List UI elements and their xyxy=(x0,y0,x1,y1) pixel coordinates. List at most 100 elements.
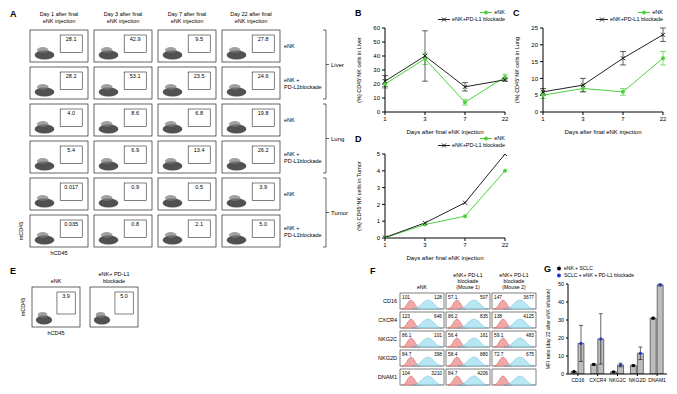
svg-text:DNAM1: DNAM1 xyxy=(648,377,666,383)
svg-text:(%) CD45⁺NK cells in Tumor: (%) CD45⁺NK cells in Tumor xyxy=(356,161,362,230)
svg-text:835: 835 xyxy=(480,314,488,319)
svg-text:5.0: 5.0 xyxy=(120,293,128,299)
svg-text:0.8: 0.8 xyxy=(131,221,139,227)
svg-text:5: 5 xyxy=(377,151,381,157)
svg-text:0: 0 xyxy=(561,371,564,377)
svg-text:24.6: 24.6 xyxy=(258,73,269,79)
svg-text:CXCR4: CXCR4 xyxy=(378,317,397,323)
svg-text:eNK: eNK xyxy=(284,117,295,123)
svg-text:1: 1 xyxy=(377,218,381,224)
svg-text:eNK: eNK xyxy=(417,284,428,290)
svg-text:10: 10 xyxy=(558,353,564,359)
svg-text:4: 4 xyxy=(377,168,381,174)
svg-text:19.8: 19.8 xyxy=(258,110,269,116)
svg-text:20: 20 xyxy=(558,335,564,341)
svg-text:1: 1 xyxy=(541,116,545,122)
svg-text:880: 880 xyxy=(480,352,488,357)
svg-text:123: 123 xyxy=(402,314,410,319)
svg-text:161: 161 xyxy=(480,333,488,338)
svg-text:Days after final eNK injection: Days after final eNK injection xyxy=(564,129,641,135)
svg-text:0: 0 xyxy=(377,109,381,115)
svg-text:10: 10 xyxy=(373,95,380,101)
svg-text:PD-L1blockade: PD-L1blockade xyxy=(284,232,322,238)
svg-text:26.2: 26.2 xyxy=(258,147,269,153)
svg-text:23.5: 23.5 xyxy=(194,73,205,79)
svg-text:56.4: 56.4 xyxy=(448,333,458,338)
svg-text:5.0: 5.0 xyxy=(259,221,267,227)
svg-text:eNK +: eNK + xyxy=(284,77,299,83)
svg-text:8.6: 8.6 xyxy=(131,110,139,116)
svg-text:128: 128 xyxy=(434,295,442,300)
svg-text:60: 60 xyxy=(373,25,380,31)
svg-text:eNK injection: eNK injection xyxy=(235,18,267,24)
svg-text:398: 398 xyxy=(434,352,442,357)
svg-text:675: 675 xyxy=(526,352,534,357)
svg-text:30: 30 xyxy=(558,317,564,323)
svg-text:(%) CD45⁺NK cells in Liver: (%) CD45⁺NK cells in Liver xyxy=(356,37,362,103)
svg-text:40: 40 xyxy=(558,299,564,305)
svg-text:646: 646 xyxy=(434,314,442,319)
svg-text:(%) CD45⁺NK cells in Lung: (%) CD45⁺NK cells in Lung xyxy=(514,37,520,103)
svg-text:57.1: 57.1 xyxy=(448,295,458,300)
svg-text:7: 7 xyxy=(463,242,467,248)
svg-text:Tumor: Tumor xyxy=(331,210,348,216)
svg-text:104: 104 xyxy=(402,371,410,376)
svg-text:eNK injection: eNK injection xyxy=(171,18,203,24)
svg-text:hCD45: hCD45 xyxy=(47,330,64,336)
svg-text:4.0: 4.0 xyxy=(67,110,75,116)
svg-text:1: 1 xyxy=(383,116,387,122)
svg-text:eNK +: eNK + xyxy=(284,225,299,231)
svg-text:3677: 3677 xyxy=(523,295,534,300)
svg-text:(Mouse 1): (Mouse 1) xyxy=(456,284,480,290)
svg-text:28.2: 28.2 xyxy=(66,73,77,79)
svg-text:6.8: 6.8 xyxy=(195,110,203,116)
svg-text:147: 147 xyxy=(494,295,502,300)
svg-text:CXCR4: CXCR4 xyxy=(589,377,606,383)
svg-text:86.2: 86.2 xyxy=(448,314,458,319)
svg-text:5.4: 5.4 xyxy=(67,147,75,153)
svg-text:eNK injection: eNK injection xyxy=(107,18,139,24)
svg-text:50: 50 xyxy=(373,39,380,45)
svg-text:27.8: 27.8 xyxy=(258,36,269,42)
svg-text:eNK +: eNK + xyxy=(284,151,299,157)
svg-text:3: 3 xyxy=(423,116,427,122)
svg-text:7: 7 xyxy=(621,116,625,122)
svg-text:84.7: 84.7 xyxy=(402,352,412,357)
svg-text:Day 1 after final: Day 1 after final xyxy=(40,11,79,17)
svg-text:Day 3 after final: Day 3 after final xyxy=(104,11,143,17)
svg-text:Day 7 after final: Day 7 after final xyxy=(168,11,207,17)
svg-text:0: 0 xyxy=(377,235,381,241)
svg-text:hCD45: hCD45 xyxy=(50,250,67,256)
svg-text:0.5: 0.5 xyxy=(195,184,203,190)
svg-text:eNK injection: eNK injection xyxy=(43,18,75,24)
svg-text:0.017: 0.017 xyxy=(64,184,78,190)
svg-text:42.9: 42.9 xyxy=(130,36,141,42)
svg-text:10: 10 xyxy=(531,76,538,82)
svg-text:13.4: 13.4 xyxy=(194,147,205,153)
svg-text:9.5: 9.5 xyxy=(195,36,203,42)
svg-text:5: 5 xyxy=(535,92,539,98)
svg-text:28.1: 28.1 xyxy=(66,36,77,42)
svg-text:22: 22 xyxy=(502,242,509,248)
svg-text:86.1: 86.1 xyxy=(402,333,412,338)
svg-text:3: 3 xyxy=(423,242,427,248)
svg-text:101: 101 xyxy=(434,333,442,338)
svg-text:507: 507 xyxy=(480,295,488,300)
svg-text:3.9: 3.9 xyxy=(259,184,267,190)
svg-text:40: 40 xyxy=(373,53,380,59)
svg-text:NKG2D: NKG2D xyxy=(378,355,397,361)
svg-text:138: 138 xyxy=(494,314,502,319)
svg-text:30: 30 xyxy=(373,67,380,73)
svg-text:mCD45: mCD45 xyxy=(18,222,24,241)
svg-text:0.035: 0.035 xyxy=(64,221,78,227)
svg-text:58.4: 58.4 xyxy=(448,352,458,357)
svg-text:25: 25 xyxy=(531,25,538,31)
svg-text:20: 20 xyxy=(373,81,380,87)
svg-text:6.9: 6.9 xyxy=(131,147,139,153)
svg-text:3210: 3210 xyxy=(431,371,442,376)
svg-text:0: 0 xyxy=(535,109,539,115)
svg-text:3: 3 xyxy=(581,116,585,122)
svg-text:4125: 4125 xyxy=(523,314,534,319)
svg-text:NKG2D: NKG2D xyxy=(629,377,647,383)
svg-text:blockade: blockade xyxy=(103,278,125,284)
